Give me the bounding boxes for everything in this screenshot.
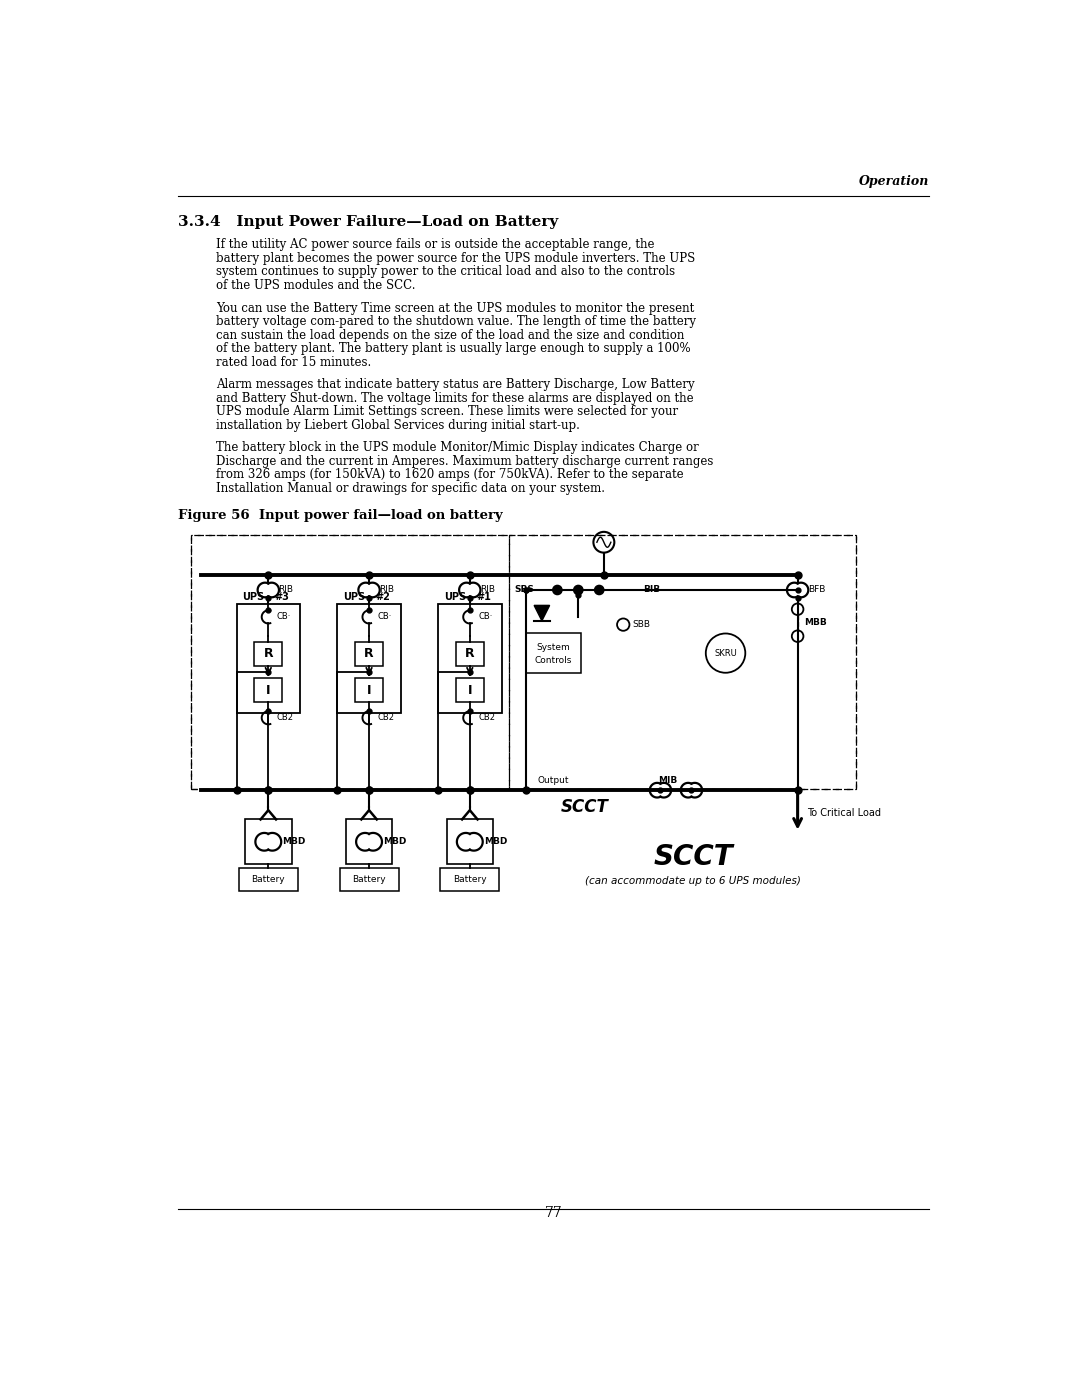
Text: R: R xyxy=(364,647,374,661)
Circle shape xyxy=(573,585,583,595)
Bar xyxy=(355,643,383,666)
Bar xyxy=(456,643,484,666)
Text: CB2: CB2 xyxy=(378,714,394,722)
Text: R: R xyxy=(465,647,474,661)
Text: Battery: Battery xyxy=(453,875,487,884)
Text: MBD: MBD xyxy=(282,837,306,847)
Text: battery voltage com-pared to the shutdown value. The length of time the battery: battery voltage com-pared to the shutdow… xyxy=(216,316,697,328)
Bar xyxy=(337,604,401,714)
Text: Installation Manual or drawings for specific data on your system.: Installation Manual or drawings for spec… xyxy=(216,482,606,495)
Text: CB·: CB· xyxy=(478,612,492,622)
Text: UPS module Alarm Limit Settings screen. These limits were selected for your: UPS module Alarm Limit Settings screen. … xyxy=(216,405,678,418)
Text: #1: #1 xyxy=(476,592,491,602)
Text: CB2: CB2 xyxy=(276,714,294,722)
Bar xyxy=(239,868,298,891)
Text: #3: #3 xyxy=(274,592,289,602)
Bar xyxy=(441,868,499,891)
Text: Operation: Operation xyxy=(859,176,930,189)
Text: Alarm messages that indicate battery status are Battery Discharge, Low Battery: Alarm messages that indicate battery sta… xyxy=(216,379,696,391)
Bar xyxy=(255,678,282,703)
Text: 77: 77 xyxy=(544,1206,563,1220)
Text: rated load for 15 minutes.: rated load for 15 minutes. xyxy=(216,355,372,369)
Text: SBS: SBS xyxy=(515,585,535,594)
Text: SCCT: SCCT xyxy=(561,798,608,816)
Text: BIB: BIB xyxy=(643,585,660,594)
Text: UPS: UPS xyxy=(444,592,465,602)
Bar xyxy=(526,633,581,673)
Text: RIB: RIB xyxy=(379,585,394,595)
Text: CB·: CB· xyxy=(378,612,392,622)
Bar xyxy=(191,535,509,789)
Text: installation by Liebert Global Services during initial start-up.: installation by Liebert Global Services … xyxy=(216,419,580,432)
Text: MIB: MIB xyxy=(658,775,677,785)
Text: SBB: SBB xyxy=(633,620,650,629)
Bar xyxy=(438,604,501,714)
Bar xyxy=(346,820,392,865)
Text: To Critical Load: To Critical Load xyxy=(807,809,881,819)
Circle shape xyxy=(553,585,562,595)
Bar xyxy=(245,820,292,865)
Text: of the UPS modules and the SCC.: of the UPS modules and the SCC. xyxy=(216,279,416,292)
Text: Battery: Battery xyxy=(352,875,386,884)
Text: If the utility AC power source fails or is outside the acceptable range, the: If the utility AC power source fails or … xyxy=(216,239,654,251)
Text: R: R xyxy=(264,647,273,661)
Text: You can use the Battery Time screen at the UPS modules to monitor the present: You can use the Battery Time screen at t… xyxy=(216,302,694,314)
Text: BFB: BFB xyxy=(808,585,825,595)
Text: 3.3.4   Input Power Failure—Load on Battery: 3.3.4 Input Power Failure—Load on Batter… xyxy=(177,215,558,229)
Circle shape xyxy=(595,585,604,595)
Text: of the battery plant. The battery plant is usually large enough to supply a 100%: of the battery plant. The battery plant … xyxy=(216,342,691,355)
Text: Discharge and the current in Amperes. Maximum battery discharge current ranges: Discharge and the current in Amperes. Ma… xyxy=(216,455,714,468)
Text: CB·: CB· xyxy=(276,612,292,622)
Text: I: I xyxy=(266,683,271,697)
Text: MBD: MBD xyxy=(484,837,508,847)
Text: UPS: UPS xyxy=(343,592,365,602)
Text: Controls: Controls xyxy=(535,655,572,665)
Text: system continues to supply power to the critical load and also to the controls: system continues to supply power to the … xyxy=(216,265,675,278)
Bar xyxy=(446,820,494,865)
Text: Output: Output xyxy=(538,775,569,785)
Text: SKRU: SKRU xyxy=(714,648,737,658)
Bar xyxy=(237,604,300,714)
Text: CB2: CB2 xyxy=(478,714,496,722)
Text: #2: #2 xyxy=(375,592,390,602)
Bar xyxy=(191,535,855,789)
Text: MBD: MBD xyxy=(383,837,406,847)
Text: RIB: RIB xyxy=(480,585,495,595)
Text: (can accommodate up to 6 UPS modules): (can accommodate up to 6 UPS modules) xyxy=(585,876,801,887)
Text: I: I xyxy=(367,683,372,697)
Bar xyxy=(456,678,484,703)
Text: I: I xyxy=(468,683,472,697)
Text: System: System xyxy=(537,643,570,652)
Text: MBB: MBB xyxy=(804,619,826,627)
Text: The battery block in the UPS module Monitor/Mimic Display indicates Charge or: The battery block in the UPS module Moni… xyxy=(216,441,699,454)
Polygon shape xyxy=(535,605,550,620)
Bar xyxy=(355,678,383,703)
Text: from 326 amps (for 150kVA) to 1620 amps (for 750kVA). Refer to the separate: from 326 amps (for 150kVA) to 1620 amps … xyxy=(216,468,684,482)
Text: RIB: RIB xyxy=(279,585,294,595)
Bar xyxy=(509,535,855,789)
Text: UPS: UPS xyxy=(242,592,265,602)
Text: can sustain the load depends on the size of the load and the size and condition: can sustain the load depends on the size… xyxy=(216,328,685,342)
Text: battery plant becomes the power source for the UPS module inverters. The UPS: battery plant becomes the power source f… xyxy=(216,251,696,265)
Bar xyxy=(255,643,282,666)
Text: SCCT: SCCT xyxy=(653,842,733,870)
Text: Figure 56  Input power fail—load on battery: Figure 56 Input power fail—load on batte… xyxy=(177,509,502,522)
Text: Battery: Battery xyxy=(252,875,285,884)
Text: and Battery Shut-down. The voltage limits for these alarms are displayed on the: and Battery Shut-down. The voltage limit… xyxy=(216,391,694,405)
Bar xyxy=(339,868,399,891)
